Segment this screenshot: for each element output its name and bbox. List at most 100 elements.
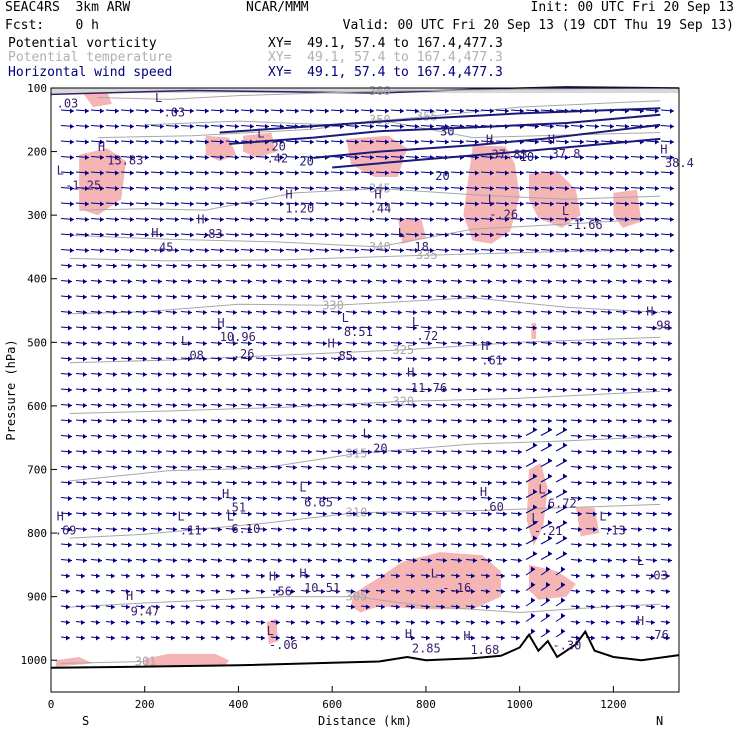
extremum-label: H <box>481 339 488 353</box>
wind-arrowhead <box>293 558 297 563</box>
wind-arrowhead <box>203 310 207 315</box>
wind-arrowhead <box>336 573 340 579</box>
wind-vector <box>525 599 536 607</box>
wind-arrowhead <box>488 372 492 377</box>
wind-arrowhead <box>353 558 357 563</box>
extremum-label: L <box>637 554 644 568</box>
wind-arrowhead <box>141 604 145 610</box>
wind-arrowhead <box>173 325 177 331</box>
wind-arrowhead <box>171 604 175 610</box>
wind-arrowhead <box>98 511 102 517</box>
wind-arrowhead <box>400 201 404 207</box>
wind-arrowhead <box>563 356 567 362</box>
wind-arrowhead <box>220 139 224 145</box>
wind-arrowhead <box>111 589 115 594</box>
wind-arrowhead <box>623 434 627 439</box>
wind-arrowhead <box>293 341 297 346</box>
wind-arrowhead <box>533 372 537 377</box>
wind-arrowhead <box>638 480 642 486</box>
wind-arrowhead <box>113 449 117 455</box>
wind-arrowhead <box>638 527 642 532</box>
wind-arrowhead <box>308 263 312 269</box>
wind-arrowhead <box>548 442 552 448</box>
wind-arrowhead <box>591 620 595 625</box>
wind-arrowhead <box>216 604 220 610</box>
wind-arrowhead <box>503 527 507 532</box>
extremum-label: .85 <box>331 349 353 363</box>
wind-arrowhead <box>235 124 239 129</box>
wind-arrowhead <box>443 325 447 331</box>
wind-arrowhead <box>623 480 627 486</box>
wind-arrowhead <box>143 465 147 470</box>
theta-contour-label: 340 <box>369 240 391 254</box>
wind-arrowhead <box>520 217 524 222</box>
wind-arrowhead <box>173 294 177 300</box>
wind-arrowhead <box>263 310 267 315</box>
wind-arrowhead <box>533 356 537 362</box>
wind-arrowhead <box>548 535 552 541</box>
wind-arrowhead <box>68 542 72 548</box>
wind-arrowhead <box>398 356 402 362</box>
valid-time: Valid: 00 UTC Fri 20 Sep 13 (19 CDT Thu … <box>342 18 734 33</box>
wind-arrowhead <box>488 310 492 315</box>
wind-arrowhead <box>218 465 222 470</box>
wind-arrowhead <box>353 310 357 315</box>
theta-contour-label: 345 <box>369 181 391 195</box>
wind-arrowhead <box>610 186 614 191</box>
terrain-profile <box>50 629 680 669</box>
wind-arrowhead <box>653 465 657 470</box>
wind-arrowhead <box>276 604 280 610</box>
theta-contour <box>65 596 661 614</box>
wind-arrowhead <box>278 263 282 269</box>
wind-arrowhead <box>98 341 102 346</box>
wind-arrowhead <box>623 279 627 284</box>
wind-arrowhead <box>83 325 87 331</box>
wind-arrowhead <box>546 597 550 603</box>
wind-arrowhead <box>368 294 372 300</box>
wind-arrowhead <box>248 542 252 548</box>
wind-arrowhead <box>278 465 282 470</box>
wind-arrowhead <box>428 418 432 424</box>
wind-arrowhead <box>458 496 462 501</box>
wind-arrowhead <box>531 566 535 572</box>
wind-arrowhead <box>563 504 567 510</box>
wind-arrowhead <box>531 582 535 587</box>
wind-arrowhead <box>563 418 567 424</box>
wind-arrowhead <box>550 232 554 238</box>
wind-arrowhead <box>505 248 509 253</box>
wind-arrowhead <box>355 139 359 145</box>
wind-arrowhead <box>441 620 445 625</box>
wind-arrowhead <box>68 480 72 486</box>
extremum-label: L <box>488 193 495 207</box>
wind-arrowhead <box>398 465 402 470</box>
wind-arrowhead <box>113 356 117 362</box>
wind-arrowhead <box>486 589 490 594</box>
wind-arrowhead <box>233 558 237 563</box>
wind-arrowhead <box>505 201 509 207</box>
wind-arrowhead <box>323 310 327 315</box>
wind-arrowhead <box>338 558 342 563</box>
wind-arrowhead <box>203 449 207 455</box>
wind-arrowhead <box>306 635 310 641</box>
wind-arrowhead <box>503 480 507 486</box>
wind-arrowhead <box>473 465 477 470</box>
wind-arrowhead <box>383 418 387 424</box>
wind-arrowhead <box>173 465 177 470</box>
wind-arrowhead <box>578 465 582 470</box>
wind-arrowhead <box>670 155 674 160</box>
wind-arrowhead <box>400 186 404 191</box>
wind-arrowhead <box>460 170 464 176</box>
wind-arrowhead <box>306 573 310 579</box>
wind-arrowhead <box>625 186 629 191</box>
wind-arrowhead <box>550 170 554 176</box>
wind-arrowhead <box>250 170 254 176</box>
wind-arrowhead <box>415 155 419 160</box>
wind-arrowhead <box>100 139 104 145</box>
wind-arrowhead <box>83 480 87 486</box>
wind-arrowhead <box>173 496 177 501</box>
wind-arrowhead <box>111 635 115 641</box>
wind-arrowhead <box>188 480 192 486</box>
wind-arrowhead <box>593 465 597 470</box>
extremum-label: -.30 <box>552 638 581 652</box>
